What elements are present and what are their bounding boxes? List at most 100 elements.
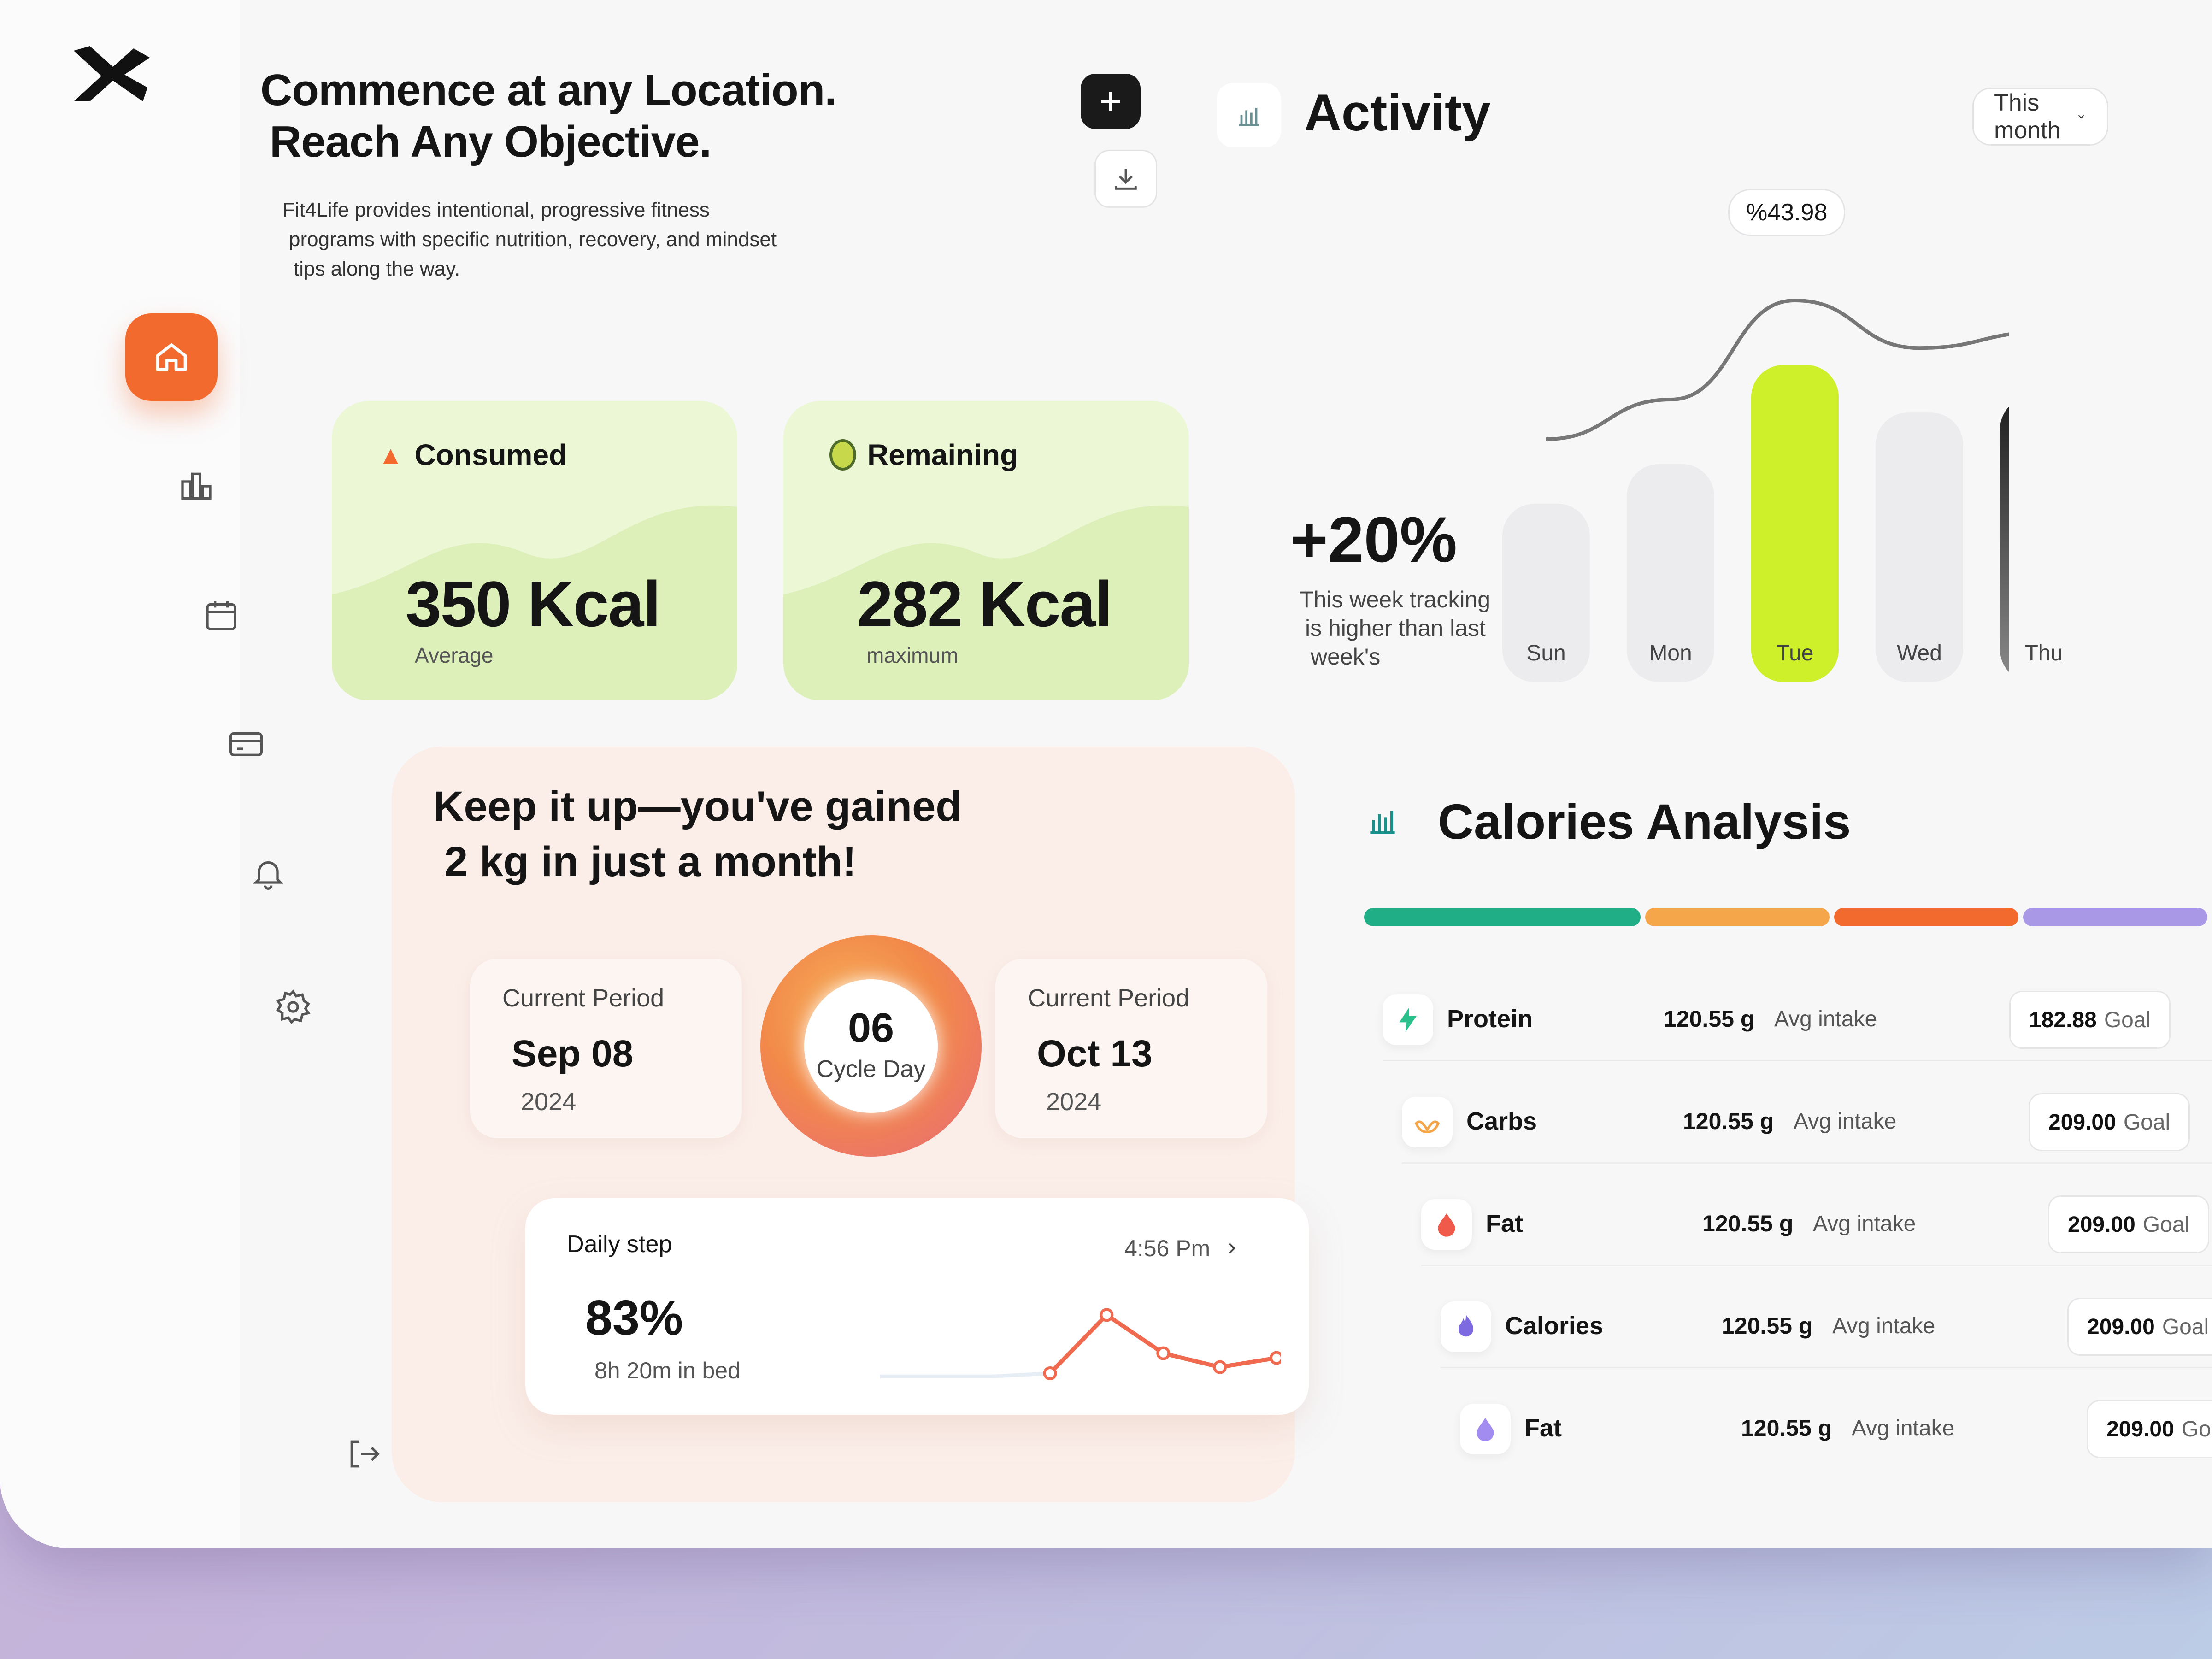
daily-step-percent: 83% [585,1291,683,1345]
row-divider [1382,1060,2212,1061]
consumed-card-wave [332,505,737,700]
remaining-card[interactable]: Remaining 282 Kcal maximum [783,401,1189,700]
activity-bar-mon[interactable] [1627,464,1714,682]
calories-icon [1364,802,1401,841]
period-end-date: Oct 13 [1037,1033,1153,1075]
cycle-day-label: Cycle Day [816,1056,926,1082]
hero-desc-line1: Fit4Life provides intentional, progressi… [282,199,710,221]
calorie-row-name: Fat [1486,1210,1523,1237]
calories-bar-segment [2023,908,2207,926]
calorie-row-fat[interactable]: Fat 120.55 g Avg intake 209.00 Go [1460,1395,2212,1469]
calorie-row-value: 120.55 g [1683,1108,1774,1134]
progress-title: Keep it up—you've gained 2 kg in just a … [433,779,962,889]
activity-note-line1: This week tracking [1300,587,1491,612]
calorie-row-goal-value: 182.88 [2029,1007,2097,1032]
calorie-row-calories[interactable]: Calories 120.55 g Avg intake 209.00 Goal [1441,1293,2212,1368]
activity-day-wed: Wed [1897,641,1942,665]
hero-title: Commence at any Location. Reach Any Obje… [260,65,837,168]
calorie-row-value: 120.55 g [1664,1006,1755,1032]
plus-icon [1101,92,1120,111]
calorie-row-value: 120.55 g [1722,1313,1813,1339]
daily-step-time[interactable]: 4:56 Pm [1124,1235,1240,1262]
calories-distribution-bar [1364,908,2212,926]
cycle-day-number: 06 [847,1005,894,1051]
bar-chart-icon-small [1370,811,1395,834]
calorie-row-goal[interactable]: 209.00 Goal [2029,1093,2190,1151]
calorie-row-goal[interactable]: 209.00 Go [2087,1400,2212,1458]
calorie-row-name: Calories [1505,1312,1604,1340]
hero-desc-line2: programs with specific nutrition, recove… [289,228,777,251]
calorie-row-goal-value: 209.00 [2087,1314,2155,1339]
period-start-label: Current Period [502,984,665,1012]
nav-calendar[interactable] [175,571,267,659]
calorie-row-avg-label: Avg intake [1852,1416,1955,1441]
nav-stats[interactable] [150,442,242,530]
drop-icon [1460,1404,1511,1454]
bolt-icon [1382,994,1433,1045]
nav-home[interactable] [125,313,218,401]
consumed-card[interactable]: ▲ Consumed 350 Kcal Average [332,401,737,700]
step-point [1156,1346,1171,1360]
activity-bar-sun[interactable] [1502,504,1590,682]
add-button[interactable] [1081,74,1141,129]
remaining-sub: maximum [866,643,959,667]
chevron-down-icon [2078,115,2084,119]
download-button[interactable] [1094,150,1157,208]
activity-bar-tue[interactable] [1751,365,1839,682]
calorie-row-goal-label: Goal [2142,1212,2190,1237]
step-line-base [880,1371,1050,1378]
remaining-label: Remaining [830,438,1018,472]
progress-title-line2: 2 kg in just a month! [444,838,857,885]
calorie-row-carbs[interactable]: Carbs 120.55 g Avg intake 209.00 Goal [1402,1088,2212,1164]
calorie-row-name: Fat [1524,1414,1562,1442]
period-end-card[interactable]: Current Period Oct 13 2024 [995,959,1267,1138]
remaining-label-text: Remaining [867,438,1018,471]
nav-notifications[interactable] [222,830,314,917]
consumed-label: ▲ Consumed [378,438,567,472]
activity-day-tue: Tue [1776,641,1814,665]
logout-icon [350,1440,380,1468]
nav-settings[interactable] [247,963,339,1051]
consumed-label-text: Consumed [414,438,567,471]
daily-step-sub: 8h 20m in bed [594,1358,741,1383]
calorie-row-goal[interactable]: 209.00 Goal [2048,1195,2210,1253]
fire-icon: ▲ [378,440,404,470]
hero-description: Fit4Life provides intentional, progressi… [282,195,836,284]
calorie-row-name: Carbs [1466,1107,1537,1135]
period-start-year: 2024 [521,1088,577,1116]
remaining-value: 282 Kcal [857,568,1112,640]
calories-bar-segment [1364,908,1641,926]
activity-stat: +20% [1290,503,1457,576]
calories-bar-segment [1834,908,2018,926]
period-select[interactable]: This month [1972,88,2108,146]
nav-payments[interactable] [200,700,292,788]
calorie-row-goal-value: 209.00 [2048,1110,2116,1135]
calorie-row-avg-label: Avg intake [1774,1007,1877,1031]
logout-button[interactable] [318,1410,410,1498]
daily-step-chart [880,1308,1281,1380]
calorie-row-goal[interactable]: 182.88 Goal [2009,991,2171,1049]
home-icon [156,343,187,371]
activity-bar-wed[interactable] [1876,412,1963,682]
calorie-row-name: Protein [1447,1005,1533,1033]
progress-title-line1: Keep it up—you've gained [433,783,962,830]
gear-icon [276,989,311,1024]
daily-step-label: Daily step [567,1231,672,1258]
remaining-card-wave [783,505,1189,700]
row-divider [1402,1162,2212,1164]
calories-panel: Calories Analysis Protein 120.55 g Avg int… [1069,747,2212,1484]
period-start-date: Sep 08 [512,1033,634,1075]
step-point [1100,1308,1114,1322]
hero-title-line2: Reach Any Objective. [270,117,712,166]
calorie-row-fat[interactable]: Fat 120.55 g Avg intake 209.00 Goal [1421,1191,2212,1266]
drop-icon [1421,1199,1472,1250]
flame-icon [1441,1301,1491,1352]
activity-bar-thu[interactable] [2000,397,2009,682]
activity-note-line3: week's [1311,644,1381,670]
daily-step-card[interactable]: Daily step 4:56 Pm 83% 8h 20m in bed [525,1198,1309,1415]
period-start-card[interactable]: Current Period Sep 08 2024 [470,959,742,1138]
calorie-row-protein[interactable]: Protein 120.55 g Avg intake 182.88 Goal [1382,986,2212,1061]
step-point [1043,1366,1057,1380]
calorie-row-goal[interactable]: 209.00 Goal [2067,1298,2212,1356]
activity-note: This week tracking is higher than last w… [1300,585,1521,671]
